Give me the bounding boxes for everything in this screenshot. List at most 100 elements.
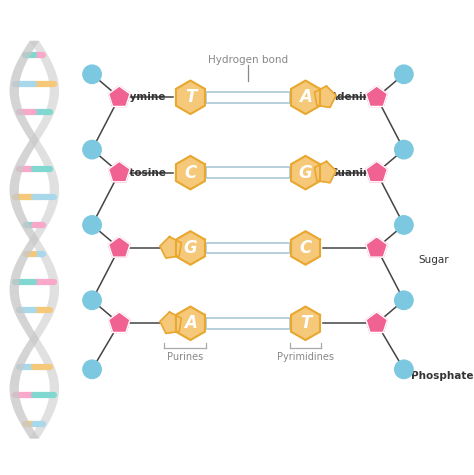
- Polygon shape: [35, 132, 44, 133]
- Polygon shape: [9, 189, 19, 190]
- Polygon shape: [10, 96, 19, 97]
- Polygon shape: [29, 41, 38, 42]
- Polygon shape: [20, 56, 29, 57]
- Polygon shape: [13, 110, 23, 111]
- Polygon shape: [45, 166, 54, 167]
- Polygon shape: [49, 95, 59, 96]
- Circle shape: [83, 65, 101, 84]
- Polygon shape: [11, 103, 20, 104]
- Polygon shape: [26, 245, 36, 246]
- Polygon shape: [11, 375, 20, 376]
- Polygon shape: [34, 146, 43, 147]
- Polygon shape: [50, 289, 59, 290]
- Polygon shape: [47, 372, 56, 373]
- Polygon shape: [50, 287, 59, 288]
- Polygon shape: [36, 51, 46, 52]
- Polygon shape: [49, 83, 59, 84]
- Polygon shape: [28, 336, 37, 337]
- Polygon shape: [16, 363, 25, 364]
- Polygon shape: [48, 399, 58, 400]
- Polygon shape: [47, 272, 56, 273]
- Polygon shape: [30, 240, 39, 241]
- Polygon shape: [39, 354, 48, 355]
- Polygon shape: [36, 250, 46, 251]
- Polygon shape: [17, 61, 27, 62]
- Polygon shape: [20, 254, 30, 255]
- Polygon shape: [9, 290, 19, 291]
- Polygon shape: [33, 234, 43, 235]
- Polygon shape: [46, 108, 56, 109]
- Polygon shape: [36, 249, 46, 250]
- Polygon shape: [22, 327, 32, 328]
- Polygon shape: [47, 405, 56, 406]
- Polygon shape: [38, 225, 48, 226]
- Polygon shape: [13, 108, 22, 109]
- Polygon shape: [15, 113, 24, 114]
- Polygon shape: [41, 259, 51, 260]
- Polygon shape: [45, 311, 55, 312]
- Polygon shape: [36, 50, 45, 51]
- Polygon shape: [26, 134, 36, 135]
- Polygon shape: [36, 230, 45, 231]
- Polygon shape: [10, 279, 20, 280]
- Polygon shape: [26, 234, 36, 235]
- Polygon shape: [49, 281, 58, 282]
- Circle shape: [395, 216, 413, 234]
- Polygon shape: [50, 387, 59, 388]
- Polygon shape: [42, 218, 51, 219]
- Polygon shape: [38, 353, 48, 354]
- Polygon shape: [10, 94, 19, 95]
- Polygon shape: [50, 194, 59, 195]
- Polygon shape: [366, 162, 387, 182]
- Polygon shape: [47, 105, 57, 106]
- Polygon shape: [315, 86, 336, 107]
- Polygon shape: [46, 169, 55, 170]
- Polygon shape: [38, 254, 48, 255]
- Polygon shape: [49, 180, 58, 181]
- Polygon shape: [10, 396, 19, 397]
- Polygon shape: [27, 435, 37, 436]
- Polygon shape: [47, 75, 57, 76]
- Polygon shape: [25, 346, 35, 347]
- Polygon shape: [18, 59, 28, 60]
- Polygon shape: [14, 268, 23, 269]
- Polygon shape: [32, 136, 41, 137]
- Polygon shape: [9, 387, 19, 388]
- Polygon shape: [50, 285, 59, 286]
- Polygon shape: [47, 174, 57, 175]
- Polygon shape: [23, 151, 32, 152]
- Polygon shape: [30, 42, 40, 43]
- Circle shape: [83, 360, 101, 379]
- Polygon shape: [20, 255, 29, 256]
- Polygon shape: [18, 418, 27, 419]
- Polygon shape: [25, 430, 34, 431]
- Polygon shape: [29, 339, 39, 340]
- Polygon shape: [14, 311, 24, 312]
- Polygon shape: [109, 237, 130, 257]
- Polygon shape: [36, 350, 46, 351]
- Polygon shape: [46, 109, 55, 110]
- Polygon shape: [19, 257, 28, 258]
- Polygon shape: [10, 183, 19, 184]
- Polygon shape: [33, 333, 42, 334]
- Polygon shape: [10, 299, 20, 300]
- Polygon shape: [18, 220, 27, 221]
- FancyBboxPatch shape: [206, 243, 290, 253]
- Polygon shape: [12, 373, 21, 374]
- Polygon shape: [48, 277, 58, 278]
- Polygon shape: [21, 425, 31, 426]
- Polygon shape: [12, 75, 21, 76]
- Polygon shape: [43, 215, 53, 216]
- Polygon shape: [21, 154, 30, 155]
- Polygon shape: [34, 431, 44, 432]
- Polygon shape: [19, 221, 28, 222]
- Polygon shape: [34, 346, 44, 347]
- Polygon shape: [15, 66, 24, 67]
- Polygon shape: [38, 352, 47, 353]
- Polygon shape: [14, 212, 24, 213]
- Polygon shape: [9, 388, 19, 389]
- Polygon shape: [48, 177, 57, 178]
- Polygon shape: [46, 268, 55, 269]
- Polygon shape: [13, 270, 22, 271]
- Polygon shape: [21, 325, 31, 326]
